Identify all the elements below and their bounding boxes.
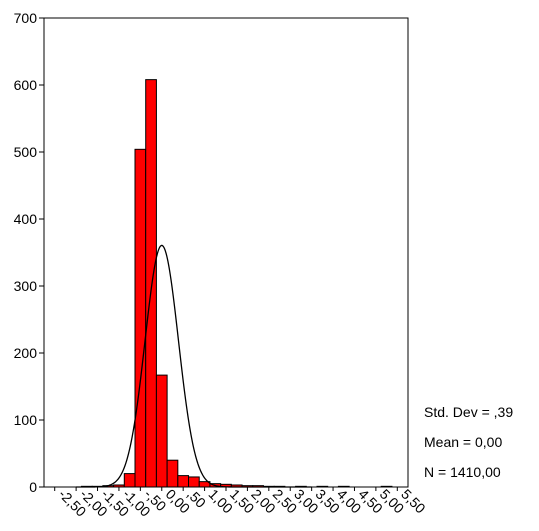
histogram-bars <box>80 79 393 488</box>
stats-mean: Mean = 0,00 <box>424 434 503 450</box>
y-tick-label: 500 <box>14 144 38 160</box>
x-tick-label: 5,50 <box>398 486 429 517</box>
stats-n: N = 1410,00 <box>424 464 501 480</box>
y-tick-label: 400 <box>14 211 38 227</box>
histogram-bar <box>145 79 157 488</box>
normal-curve <box>76 244 312 488</box>
y-tick-label: 300 <box>14 278 38 294</box>
histogram-bar <box>155 374 168 488</box>
plot-frame <box>43 17 409 488</box>
histogram-bar <box>134 148 147 488</box>
histogram-bar <box>123 473 136 488</box>
stats-std-dev: Std. Dev = ,39 <box>424 404 514 420</box>
histogram-bar <box>188 476 200 488</box>
y-axis-ticks: 0 100 200 300 400 500 600 700 <box>14 10 44 495</box>
x-axis-ticks: -2,50-2,00-1,50-1,00-,500,00,501,001,502… <box>54 486 429 520</box>
histogram-bar <box>177 475 190 488</box>
y-tick-label: 200 <box>14 345 38 361</box>
y-tick-label: 600 <box>14 77 38 93</box>
y-tick-label: 700 <box>14 10 38 26</box>
y-tick-label: 0 <box>29 479 37 495</box>
histogram-bar <box>166 459 179 488</box>
normal-curve-layer <box>76 244 312 488</box>
y-tick-label: 100 <box>14 412 38 428</box>
